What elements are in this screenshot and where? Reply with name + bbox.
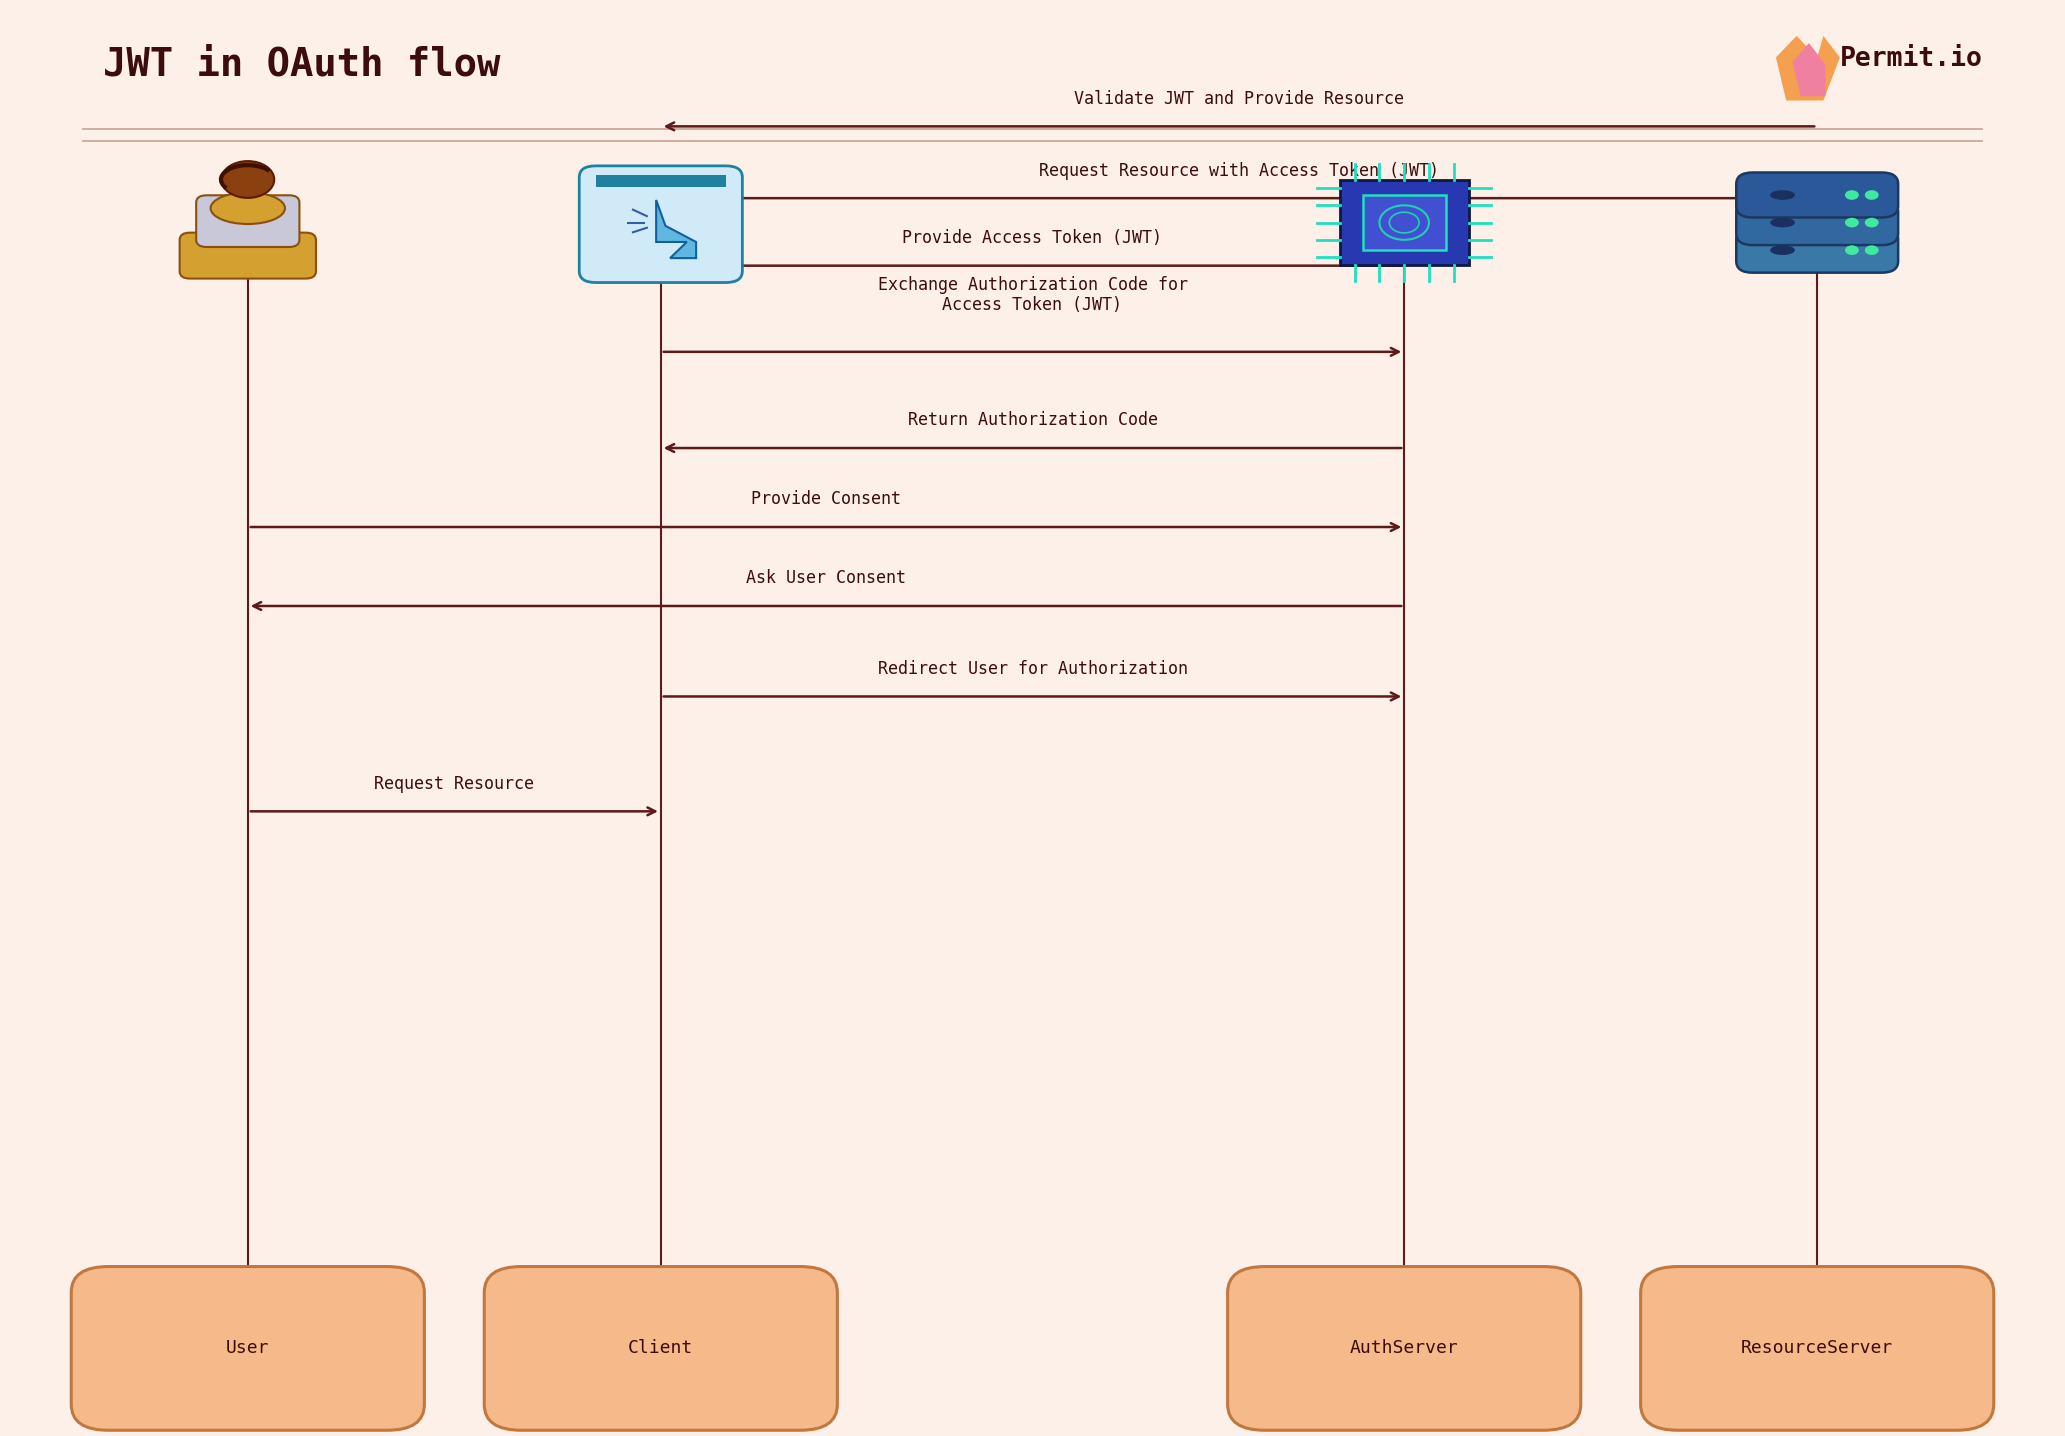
Text: Request Resource with Access Token (JWT): Request Resource with Access Token (JWT) (1039, 161, 1439, 180)
Circle shape (1844, 218, 1858, 227)
Text: Redirect User for Authorization: Redirect User for Authorization (878, 659, 1187, 678)
Point (1805, 214, 1830, 231)
FancyBboxPatch shape (1737, 228, 1898, 273)
Text: Validate JWT and Provide Resource: Validate JWT and Provide Resource (1074, 89, 1404, 108)
Text: Request Resource: Request Resource (374, 774, 535, 793)
FancyBboxPatch shape (1737, 200, 1898, 246)
FancyBboxPatch shape (1737, 172, 1898, 217)
Circle shape (1865, 218, 1879, 227)
Text: ResourceServer: ResourceServer (1741, 1340, 1894, 1357)
FancyBboxPatch shape (1640, 1267, 1995, 1430)
FancyBboxPatch shape (1227, 1267, 1582, 1430)
Polygon shape (657, 200, 696, 258)
Text: JWT in OAuth flow: JWT in OAuth flow (103, 46, 500, 83)
Ellipse shape (1770, 190, 1794, 200)
Bar (595, 175, 727, 187)
Bar (1363, 195, 1446, 250)
Point (1805, 1262, 1830, 1279)
Polygon shape (1792, 43, 1825, 96)
Point (648, 214, 673, 231)
FancyBboxPatch shape (483, 1267, 838, 1430)
Text: User: User (225, 1340, 271, 1357)
Circle shape (1865, 246, 1879, 256)
Polygon shape (1776, 36, 1840, 101)
Text: Exchange Authorization Code for
Access Token (JWT): Exchange Authorization Code for Access T… (878, 276, 1187, 314)
FancyBboxPatch shape (196, 195, 299, 247)
Bar (1340, 180, 1468, 266)
Point (1392, 214, 1417, 231)
Ellipse shape (1770, 218, 1794, 227)
FancyBboxPatch shape (578, 165, 743, 283)
Text: Provide Access Token (JWT): Provide Access Token (JWT) (902, 228, 1163, 247)
Text: Provide Consent: Provide Consent (752, 490, 900, 508)
Point (1392, 1262, 1417, 1279)
Point (235, 214, 260, 231)
Text: Permit.io: Permit.io (1840, 46, 1982, 72)
Point (648, 1262, 673, 1279)
Text: Return Authorization Code: Return Authorization Code (907, 411, 1158, 429)
Ellipse shape (211, 192, 285, 224)
Text: AuthServer: AuthServer (1351, 1340, 1458, 1357)
Circle shape (221, 161, 275, 198)
FancyBboxPatch shape (70, 1267, 425, 1430)
Circle shape (1844, 246, 1858, 256)
Circle shape (1865, 190, 1879, 200)
Text: Ask User Consent: Ask User Consent (745, 569, 907, 587)
Point (235, 1262, 260, 1279)
FancyBboxPatch shape (180, 233, 316, 279)
Circle shape (1844, 190, 1858, 200)
Ellipse shape (1770, 246, 1794, 256)
Text: Client: Client (628, 1340, 694, 1357)
